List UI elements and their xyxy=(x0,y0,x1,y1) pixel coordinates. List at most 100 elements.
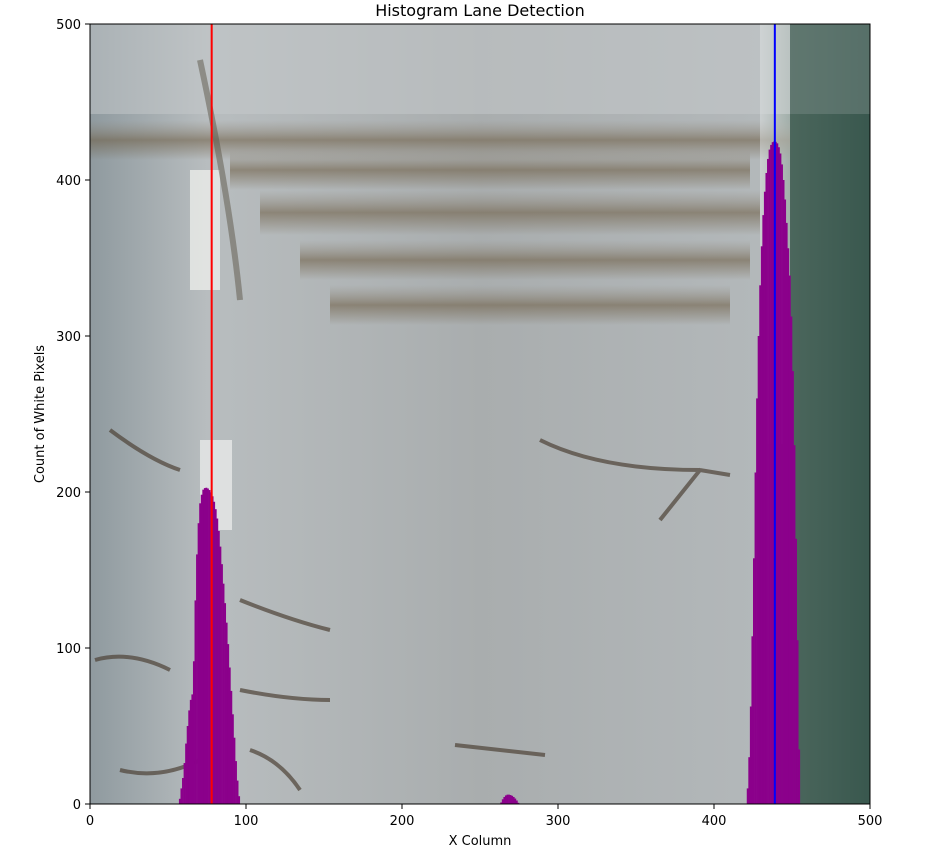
histogram-bar xyxy=(183,763,186,804)
histogram-bar xyxy=(205,487,208,804)
histogram-bar xyxy=(227,644,230,804)
y-axis-ticks: 0 100 200 300 400 500 xyxy=(56,18,90,813)
histogram-bar xyxy=(202,489,205,804)
histogram-bar xyxy=(756,398,758,804)
histogram-bar xyxy=(759,285,762,804)
plot-area xyxy=(89,23,871,805)
histogram-bar xyxy=(230,690,233,804)
histogram-bar xyxy=(189,699,192,804)
x-axis-ticks: 0 100 200 300 400 500 xyxy=(86,804,883,829)
x-axis-label: X Column xyxy=(449,834,512,849)
histogram-bar xyxy=(751,636,754,804)
histogram-peak-0 xyxy=(178,487,241,804)
lane-lines xyxy=(210,24,776,804)
histogram-bar xyxy=(760,246,763,804)
histogram-bar xyxy=(790,316,793,804)
histogram-bar xyxy=(213,501,216,804)
histogram-bar xyxy=(216,518,219,804)
y-tick-label: 300 xyxy=(56,330,81,345)
histogram-bar xyxy=(795,538,797,804)
histogram-bar xyxy=(192,661,195,804)
histogram-bar xyxy=(748,757,751,804)
histogram-bar xyxy=(509,795,512,804)
x-tick-label: 200 xyxy=(390,814,415,829)
histogram-bar xyxy=(222,583,225,804)
x-tick-label: 500 xyxy=(858,814,883,829)
y-tick-label: 400 xyxy=(56,174,81,189)
histogram-bar xyxy=(178,798,181,804)
y-axis-label: Count of White Pixels xyxy=(33,345,48,483)
x-tick-label: 300 xyxy=(546,814,571,829)
histogram-bar xyxy=(788,275,791,804)
histogram-bar xyxy=(517,802,520,804)
histogram-bar xyxy=(762,215,765,804)
x-tick-label: 400 xyxy=(702,814,727,829)
histogram-bar xyxy=(784,199,787,804)
histogram-bar xyxy=(217,531,220,804)
histogram-bar xyxy=(221,564,223,804)
histogram-bar xyxy=(753,558,755,804)
histogram-bar xyxy=(776,143,779,804)
histogram-bar xyxy=(500,802,503,804)
histogram-bar xyxy=(781,164,783,804)
histogram-bar xyxy=(235,761,237,804)
histogram-bar xyxy=(199,503,202,804)
histogram-bar xyxy=(233,737,236,804)
histogram-bar xyxy=(765,172,768,804)
histogram-bar xyxy=(225,622,228,804)
histogram-bar xyxy=(782,180,785,804)
histogram-bar xyxy=(514,798,517,804)
histogram-bar xyxy=(191,694,194,804)
histogram-bar xyxy=(749,706,752,804)
histogram-bar xyxy=(515,800,518,804)
histogram-bar xyxy=(508,794,510,804)
histogram-bar xyxy=(228,667,231,804)
histogram-bar xyxy=(754,472,757,804)
histogram-bar xyxy=(208,490,211,804)
histogram-bar xyxy=(214,509,217,804)
x-tick-label: 100 xyxy=(234,814,259,829)
histogram-bar xyxy=(203,488,206,804)
histogram-bar xyxy=(511,795,514,804)
histogram-bar xyxy=(793,445,796,804)
histogram-bar xyxy=(796,640,799,804)
histogram-bar xyxy=(194,600,197,804)
plot-frame xyxy=(89,23,871,805)
histogram-peak-1 xyxy=(500,794,520,804)
histogram-bar xyxy=(200,494,203,804)
histogram-bar xyxy=(504,795,507,804)
x-tick-label: 0 xyxy=(86,814,94,829)
histogram-bar xyxy=(763,191,766,804)
histogram-bar xyxy=(506,794,509,804)
histogram-bar xyxy=(501,799,504,804)
histogram-bar xyxy=(768,149,771,804)
y-tick-label: 0 xyxy=(73,798,81,813)
histogram-bar xyxy=(197,523,200,804)
histogram-bar xyxy=(512,796,515,804)
histogram-bar xyxy=(207,488,209,804)
histogram-bar xyxy=(779,153,782,804)
y-tick-label: 200 xyxy=(56,486,81,501)
histogram-bar xyxy=(787,248,790,804)
histogram-bar xyxy=(224,603,227,804)
histogram-bar xyxy=(757,336,760,804)
histogram-bar xyxy=(196,554,198,804)
histogram-bar xyxy=(185,743,188,804)
histogram-bar xyxy=(746,788,749,804)
histogram-bar xyxy=(767,158,769,804)
y-tick-label: 500 xyxy=(56,18,81,33)
histogram-bar xyxy=(236,780,239,804)
histogram-bar xyxy=(180,788,183,804)
histogram-bar xyxy=(770,144,773,804)
histogram-bar xyxy=(771,142,774,804)
histogram-bar xyxy=(231,714,234,804)
histogram-bar xyxy=(238,796,241,804)
y-tick-label: 100 xyxy=(56,642,81,657)
histogram-bar xyxy=(785,222,788,804)
histogram-bar xyxy=(186,726,189,804)
chart-title: Histogram Lane Detection xyxy=(375,1,585,20)
histogram-bar xyxy=(188,710,191,804)
histogram-bar xyxy=(219,546,222,804)
histogram-bar xyxy=(792,371,794,804)
